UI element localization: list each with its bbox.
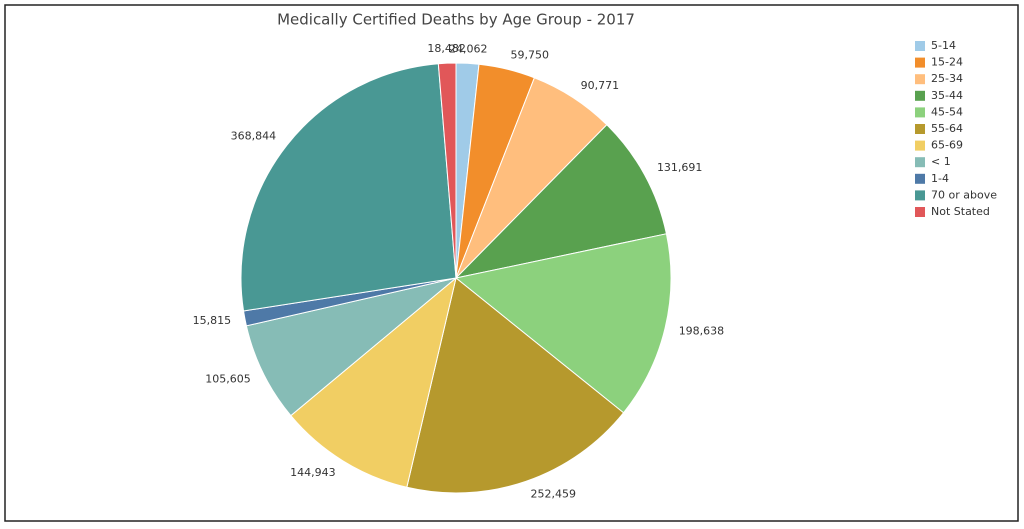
- data-label: 90,771: [581, 79, 620, 92]
- legend-label: 1-4: [931, 172, 949, 185]
- data-label: 198,638: [679, 324, 725, 337]
- legend-swatch: [915, 190, 925, 201]
- data-label: 105,605: [205, 373, 251, 386]
- legend-label: < 1: [931, 155, 951, 168]
- data-label: 368,844: [231, 129, 277, 142]
- data-label: 252,459: [530, 488, 576, 501]
- data-label: 15,815: [193, 314, 232, 327]
- data-label: 59,750: [510, 49, 549, 62]
- legend-swatch: [915, 74, 925, 85]
- legend-swatch: [915, 41, 925, 51]
- chart-title: Medically Certified Deaths by Age Group …: [277, 11, 635, 29]
- legend-label: 35-44: [931, 89, 963, 102]
- legend-label: 25-34: [931, 72, 963, 85]
- legend-swatch: [915, 90, 925, 101]
- data-label: 144,943: [290, 466, 336, 479]
- legend-swatch: [915, 107, 925, 118]
- pie-slice: [454, 124, 668, 279]
- legend-swatch: [915, 140, 925, 151]
- pie-slice: [290, 276, 457, 488]
- legend-swatch: [915, 124, 925, 134]
- pie-slice: [240, 63, 457, 312]
- pie-slice: [437, 62, 457, 279]
- pie-slice: [245, 277, 457, 417]
- pie-slice: [454, 233, 672, 414]
- data-label: 131,691: [657, 161, 703, 174]
- legend-label: 15-24: [931, 56, 963, 69]
- legend-label: 55-64: [931, 122, 963, 135]
- legend-label: Not Stated: [931, 205, 990, 218]
- legend-label: 70 or above: [931, 188, 997, 201]
- legend-swatch: [915, 157, 925, 168]
- pie-slice: [406, 277, 625, 494]
- legend-label: 65-69: [931, 139, 963, 152]
- legend-swatch: [915, 207, 925, 217]
- data-label: 24,062: [449, 42, 488, 55]
- legend-label: 5-14: [931, 39, 956, 52]
- data-label: 18,482: [427, 42, 466, 55]
- legend-label: 45-54: [931, 105, 963, 118]
- legend-swatch: [915, 57, 925, 68]
- legend-swatch: [915, 173, 925, 184]
